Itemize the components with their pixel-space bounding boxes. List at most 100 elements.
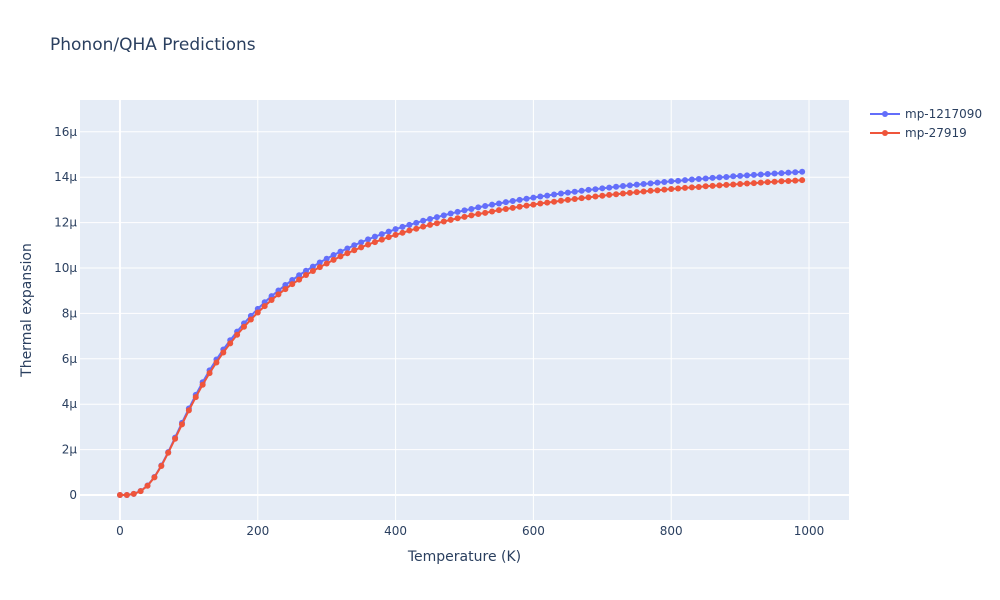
data-point bbox=[551, 191, 558, 198]
chart-title: Phonon/QHA Predictions bbox=[50, 35, 256, 55]
data-point bbox=[213, 359, 220, 366]
data-point bbox=[702, 175, 709, 182]
y-tick-label: 10μ bbox=[54, 261, 77, 275]
data-point bbox=[371, 239, 378, 246]
data-point bbox=[330, 252, 337, 259]
data-point bbox=[220, 349, 227, 356]
series-line bbox=[119, 179, 803, 497]
data-point bbox=[654, 187, 661, 194]
data-point bbox=[544, 192, 551, 199]
data-point bbox=[427, 215, 434, 222]
data-point bbox=[613, 183, 620, 190]
data-point bbox=[482, 209, 489, 216]
data-point bbox=[385, 228, 392, 235]
data-point bbox=[737, 172, 744, 179]
data-point bbox=[406, 227, 413, 234]
data-point bbox=[516, 203, 523, 210]
data-point bbox=[461, 207, 468, 214]
data-point bbox=[592, 193, 599, 200]
data-point bbox=[199, 381, 206, 388]
data-point bbox=[757, 179, 764, 186]
data-point bbox=[254, 309, 261, 316]
legend-swatch-marker bbox=[882, 130, 888, 136]
data-point bbox=[606, 184, 613, 191]
data-point bbox=[337, 248, 344, 255]
data-point bbox=[606, 191, 613, 198]
x-tick-label: 200 bbox=[246, 524, 269, 538]
data-point bbox=[385, 234, 392, 241]
data-point bbox=[730, 181, 737, 188]
data-point bbox=[599, 192, 606, 199]
data-point bbox=[358, 244, 365, 251]
data-point bbox=[509, 204, 516, 211]
data-point bbox=[413, 225, 420, 232]
data-point bbox=[227, 340, 234, 347]
y-tick-label: 14μ bbox=[54, 170, 77, 184]
data-point bbox=[537, 200, 544, 207]
data-point bbox=[771, 170, 778, 177]
data-point bbox=[688, 184, 695, 191]
y-tick-label: 2μ bbox=[62, 443, 78, 457]
data-point bbox=[137, 488, 144, 495]
data-point bbox=[585, 194, 592, 201]
data-point bbox=[447, 210, 454, 217]
data-point bbox=[282, 286, 289, 293]
data-point bbox=[716, 182, 723, 189]
data-point bbox=[172, 435, 179, 442]
data-point bbox=[578, 195, 585, 202]
data-point bbox=[413, 219, 420, 226]
data-point bbox=[316, 259, 323, 266]
data-point bbox=[564, 189, 571, 196]
data-point bbox=[495, 200, 502, 207]
data-point bbox=[151, 474, 158, 481]
data-point bbox=[619, 190, 626, 197]
data-point bbox=[351, 247, 358, 254]
x-tick-label: 600 bbox=[522, 524, 545, 538]
data-point bbox=[296, 272, 303, 279]
x-tick-label: 0 bbox=[116, 524, 124, 538]
data-point bbox=[785, 178, 792, 185]
data-series bbox=[116, 168, 806, 499]
data-point bbox=[661, 186, 668, 193]
data-point bbox=[158, 462, 165, 469]
data-point bbox=[778, 170, 785, 177]
data-point bbox=[688, 176, 695, 183]
data-point bbox=[365, 241, 372, 248]
y-tick-label: 4μ bbox=[62, 397, 78, 411]
data-point bbox=[592, 186, 599, 193]
data-point bbox=[695, 176, 702, 183]
data-point bbox=[427, 221, 434, 228]
data-point bbox=[675, 185, 682, 192]
data-point bbox=[792, 177, 799, 184]
data-point bbox=[757, 171, 764, 178]
data-point bbox=[799, 168, 806, 175]
legend-item[interactable]: mp-27919 bbox=[870, 126, 967, 140]
data-point bbox=[785, 169, 792, 176]
data-point bbox=[420, 217, 427, 224]
data-point bbox=[716, 174, 723, 181]
data-point bbox=[461, 213, 468, 220]
legend-label: mp-1217090 bbox=[905, 107, 982, 121]
gridlines bbox=[80, 100, 849, 520]
data-point bbox=[695, 183, 702, 190]
data-point bbox=[468, 205, 475, 212]
data-point bbox=[750, 171, 757, 178]
data-point bbox=[296, 276, 303, 283]
legend-item[interactable]: mp-1217090 bbox=[870, 107, 982, 121]
series-mp-27919 bbox=[116, 177, 806, 499]
data-point bbox=[130, 490, 137, 497]
data-point bbox=[420, 223, 427, 230]
data-point bbox=[764, 171, 771, 178]
data-point bbox=[613, 191, 620, 198]
data-point bbox=[723, 173, 730, 180]
data-point bbox=[764, 179, 771, 186]
data-point bbox=[406, 221, 413, 228]
data-point bbox=[144, 482, 151, 489]
data-point bbox=[475, 210, 482, 217]
y-axis-title: Thermal expansion bbox=[19, 243, 35, 378]
data-point bbox=[585, 186, 592, 193]
legend[interactable]: mp-1217090 mp-27919 bbox=[870, 107, 982, 140]
data-point bbox=[489, 201, 496, 208]
data-point bbox=[799, 177, 806, 184]
data-point bbox=[744, 180, 751, 187]
